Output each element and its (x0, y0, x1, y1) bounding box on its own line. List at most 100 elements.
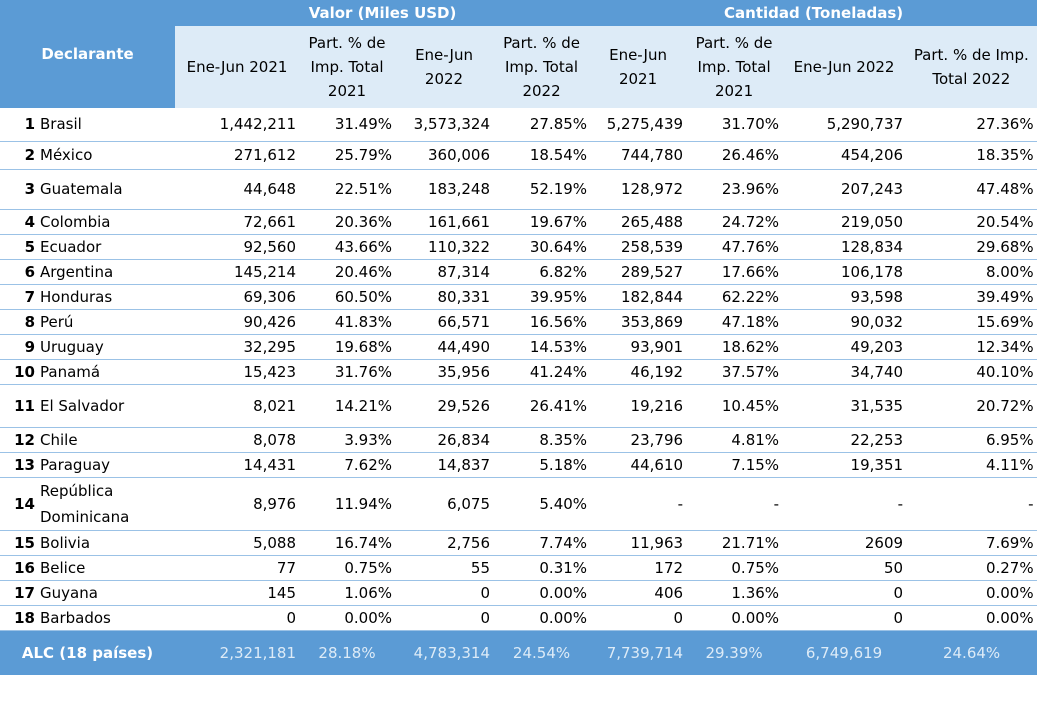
country-name: El Salvador (40, 384, 176, 428)
table-cell: 145,214 (175, 259, 300, 285)
table-cell: 87,314 (395, 259, 494, 285)
table-cell: 66,571 (395, 309, 494, 335)
table-cell: 18.54% (493, 141, 591, 170)
table-cell: 1.36% (686, 580, 783, 606)
cantidad-group-header: Cantidad (Toneladas) (590, 0, 1037, 26)
table-cell: 0 (590, 605, 687, 631)
table-cell: 7.74% (493, 530, 591, 556)
country-name: Paraguay (40, 452, 176, 478)
table-cell: 34,740 (782, 359, 907, 385)
table-cell: 0.31% (493, 555, 591, 581)
table-cell: 46,192 (590, 359, 687, 385)
table-cell: 15,423 (175, 359, 300, 385)
table-row: 8 Perú 90,426 41.83% 66,571 16.56% 353,869 47.1… (0, 309, 1037, 335)
table-cell: 0 (782, 580, 907, 606)
total-cell: 28.18% (299, 630, 396, 675)
table-cell: 20.46% (299, 259, 396, 285)
total-cell: 2,321,181 (175, 630, 300, 675)
table-cell: 44,490 (395, 334, 494, 360)
total-label: ALC (18 países) (0, 630, 176, 675)
table-cell: 49,203 (782, 334, 907, 360)
table-cell: 31,535 (782, 384, 907, 428)
table-cell: 93,598 (782, 284, 907, 310)
row-rank: 9 (0, 334, 40, 360)
table-cell: 161,661 (395, 209, 494, 235)
total-row: ALC (18 países) 2,321,181 28.18% 4,783,3… (0, 630, 1037, 675)
table-cell: - (782, 477, 907, 531)
table-cell: 40.10% (906, 359, 1037, 385)
table-cell: 77 (175, 555, 300, 581)
table-cell: 20.54% (906, 209, 1037, 235)
table-cell: 16.56% (493, 309, 591, 335)
country-name: Guatemala (40, 169, 176, 210)
table-cell: 4.11% (906, 452, 1037, 478)
column-header: Ene-Jun 2021 (175, 26, 300, 108)
table-cell: 1.06% (299, 580, 396, 606)
table-cell: 14,837 (395, 452, 494, 478)
table-cell: 145 (175, 580, 300, 606)
column-header: Ene-Jun 2022 (395, 26, 494, 108)
table-row: 5 Ecuador 92,560 43.66% 110,322 30.64% 258,539… (0, 234, 1037, 260)
table-cell: 41.83% (299, 309, 396, 335)
table-cell: 454,206 (782, 141, 907, 170)
row-rank: 3 (0, 169, 40, 210)
table-cell: 31.76% (299, 359, 396, 385)
table-cell: 12.34% (906, 334, 1037, 360)
table-cell: 8,976 (175, 477, 300, 531)
table-cell: 6,075 (395, 477, 494, 531)
table-row: 2 México 271,612 25.79% 360,006 18.54% 744,780… (0, 141, 1037, 170)
table-cell: 25.79% (299, 141, 396, 170)
table-cell: 106,178 (782, 259, 907, 285)
table-cell: 4.81% (686, 427, 783, 453)
total-cell: 24.54% (493, 630, 591, 675)
row-rank: 12 (0, 427, 40, 453)
table-cell: 29,526 (395, 384, 494, 428)
table-cell: 0.75% (299, 555, 396, 581)
table-cell: 258,539 (590, 234, 687, 260)
table-cell: 19,216 (590, 384, 687, 428)
table-cell: 265,488 (590, 209, 687, 235)
table-cell: 172 (590, 555, 687, 581)
table-cell: 6.82% (493, 259, 591, 285)
table-row: 13 Paraguay 14,431 7.62% 14,837 5.18% 44,610 7.… (0, 452, 1037, 478)
total-cell: 6,749,619 (782, 630, 907, 675)
total-cell: 7,739,714 (590, 630, 687, 675)
table-cell: 6.95% (906, 427, 1037, 453)
table-cell: 60.50% (299, 284, 396, 310)
row-rank: 13 (0, 452, 40, 478)
table-cell: 19.67% (493, 209, 591, 235)
table-row: 16 Belice 77 0.75% 55 0.31% 172 0.75% 50 0.27% (0, 555, 1037, 581)
table-cell: 1,442,211 (175, 108, 300, 142)
table-cell: - (906, 477, 1037, 531)
table-row: 15 Bolivia 5,088 16.74% 2,756 7.74% 11,963 21.7… (0, 530, 1037, 556)
table-cell: 69,306 (175, 284, 300, 310)
table-cell: 15.69% (906, 309, 1037, 335)
table-cell: 128,834 (782, 234, 907, 260)
table-cell: 29.68% (906, 234, 1037, 260)
country-name: Guyana (40, 580, 176, 606)
country-name: Barbados (40, 605, 176, 631)
table-cell: 182,844 (590, 284, 687, 310)
country-name: Bolivia (40, 530, 176, 556)
table-cell: 41.24% (493, 359, 591, 385)
table-cell: 90,426 (175, 309, 300, 335)
table-cell: 7.15% (686, 452, 783, 478)
table-cell: 90,032 (782, 309, 907, 335)
table-cell: 92,560 (175, 234, 300, 260)
table-cell: 0 (395, 580, 494, 606)
table-cell: 5,275,439 (590, 108, 687, 142)
table-cell: 47.48% (906, 169, 1037, 210)
table-cell: 0 (782, 605, 907, 631)
table-cell: 8,078 (175, 427, 300, 453)
table-row: 12 Chile 8,078 3.93% 26,834 8.35% 23,796 4.81% 2… (0, 427, 1037, 453)
table-cell: 44,610 (590, 452, 687, 478)
row-rank: 18 (0, 605, 40, 631)
table-cell: 18.35% (906, 141, 1037, 170)
country-name: México (40, 141, 176, 170)
table-row: 10 Panamá 15,423 31.76% 35,956 41.24% 46,192 37… (0, 359, 1037, 385)
table-cell: 110,322 (395, 234, 494, 260)
table-cell: 7.62% (299, 452, 396, 478)
table-row: 14 República Dominicana 8,976 11.94% 6,075 5.… (0, 477, 1037, 531)
country-name: Brasil (40, 108, 176, 142)
table-cell: 11,963 (590, 530, 687, 556)
